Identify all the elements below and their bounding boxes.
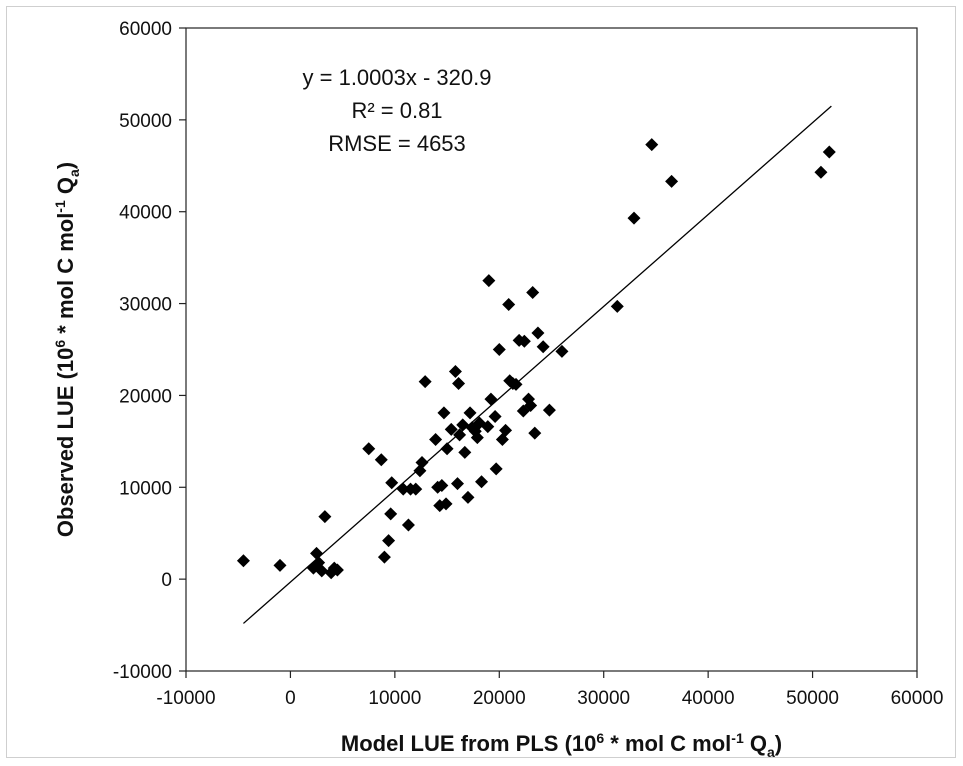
data-point <box>458 445 472 459</box>
x-tick-label: 60000 <box>891 688 944 709</box>
data-point <box>627 211 641 225</box>
data-point <box>484 392 498 406</box>
data-point <box>531 326 545 340</box>
y-tick-label: 40000 <box>119 203 172 224</box>
annotation-line: RMSE = 4653 <box>328 131 466 156</box>
plot-area <box>185 27 918 672</box>
data-point <box>437 406 451 420</box>
y-tick-label: 20000 <box>119 386 172 407</box>
y-tick-label: 50000 <box>119 111 172 132</box>
data-point <box>509 377 523 391</box>
data-point <box>502 297 516 311</box>
data-point <box>814 165 828 179</box>
data-point <box>528 426 542 440</box>
data-point <box>470 431 484 445</box>
y-axis-label: Observed LUE (106 * mol C mol-1 Qa) <box>52 162 82 537</box>
y-tick-label: 30000 <box>119 295 172 316</box>
data-point <box>526 286 540 300</box>
data-point <box>499 423 513 437</box>
data-point <box>236 554 250 568</box>
x-axis-ticks: -10000 0 10000 20000 30000 40000 50000 60000 <box>156 671 943 709</box>
x-axis-label: Model LUE from PLS (106 * mol C mol-1 Qa… <box>341 730 782 760</box>
data-point <box>665 174 679 188</box>
data-point <box>456 418 470 432</box>
chart-frame <box>6 6 956 758</box>
y-tick-label: 0 <box>161 570 172 591</box>
data-point <box>822 145 836 159</box>
data-point <box>310 546 324 560</box>
data-point <box>448 365 462 379</box>
y-axis-ticks: -10000 0 10000 20000 30000 40000 50000 60000 <box>113 19 186 683</box>
x-tick-label: 50000 <box>786 688 839 709</box>
data-point <box>409 482 423 496</box>
data-point <box>451 477 465 491</box>
data-point <box>385 476 399 490</box>
data-point <box>382 534 396 548</box>
data-point <box>439 497 453 511</box>
x-tick-label: 0 <box>285 688 296 709</box>
data-point <box>440 442 454 456</box>
x-tick-label: -10000 <box>156 688 215 709</box>
data-point <box>524 399 538 413</box>
data-point <box>517 334 531 348</box>
data-point <box>542 403 556 417</box>
data-point <box>555 344 569 358</box>
data-point <box>482 274 496 288</box>
data-point <box>452 376 466 390</box>
data-point <box>429 433 443 447</box>
data-point <box>315 564 329 578</box>
data-point <box>610 299 624 313</box>
data-point <box>435 478 449 492</box>
data-point <box>475 475 489 489</box>
data-point <box>330 563 344 577</box>
x-tick-label: 20000 <box>473 688 526 709</box>
data-point <box>418 375 432 389</box>
data-point <box>377 550 391 564</box>
data-point <box>374 453 388 467</box>
data-point <box>444 422 458 436</box>
y-tick-label: 60000 <box>119 19 172 40</box>
x-tick-label: 10000 <box>368 688 421 709</box>
data-point <box>492 343 506 356</box>
annotation-line: R² = 0.81 <box>351 98 442 123</box>
data-point <box>401 518 415 532</box>
data-point <box>384 507 398 521</box>
data-point <box>461 490 475 504</box>
data-point <box>536 340 550 354</box>
annotation-line: y = 1.0003x - 320.9 <box>303 65 492 90</box>
x-tick-label: 30000 <box>577 688 630 709</box>
data-point <box>481 420 495 434</box>
data-point <box>645 138 659 152</box>
data-point <box>488 410 502 424</box>
data-point <box>415 455 429 469</box>
regression-annotations: y = 1.0003x - 320.9 R² = 0.81 RMSE = 4653 <box>303 65 492 156</box>
data-point <box>362 442 376 456</box>
y-tick-label: 10000 <box>119 478 172 499</box>
data-point <box>273 558 287 572</box>
x-tick-label: 40000 <box>682 688 735 709</box>
data-point <box>489 462 503 476</box>
data-point <box>453 428 467 442</box>
trendline <box>243 105 832 624</box>
data-point <box>318 510 332 524</box>
y-tick-label: -10000 <box>113 662 172 683</box>
data-points <box>236 138 836 580</box>
data-point <box>463 406 477 420</box>
data-point <box>396 482 410 496</box>
